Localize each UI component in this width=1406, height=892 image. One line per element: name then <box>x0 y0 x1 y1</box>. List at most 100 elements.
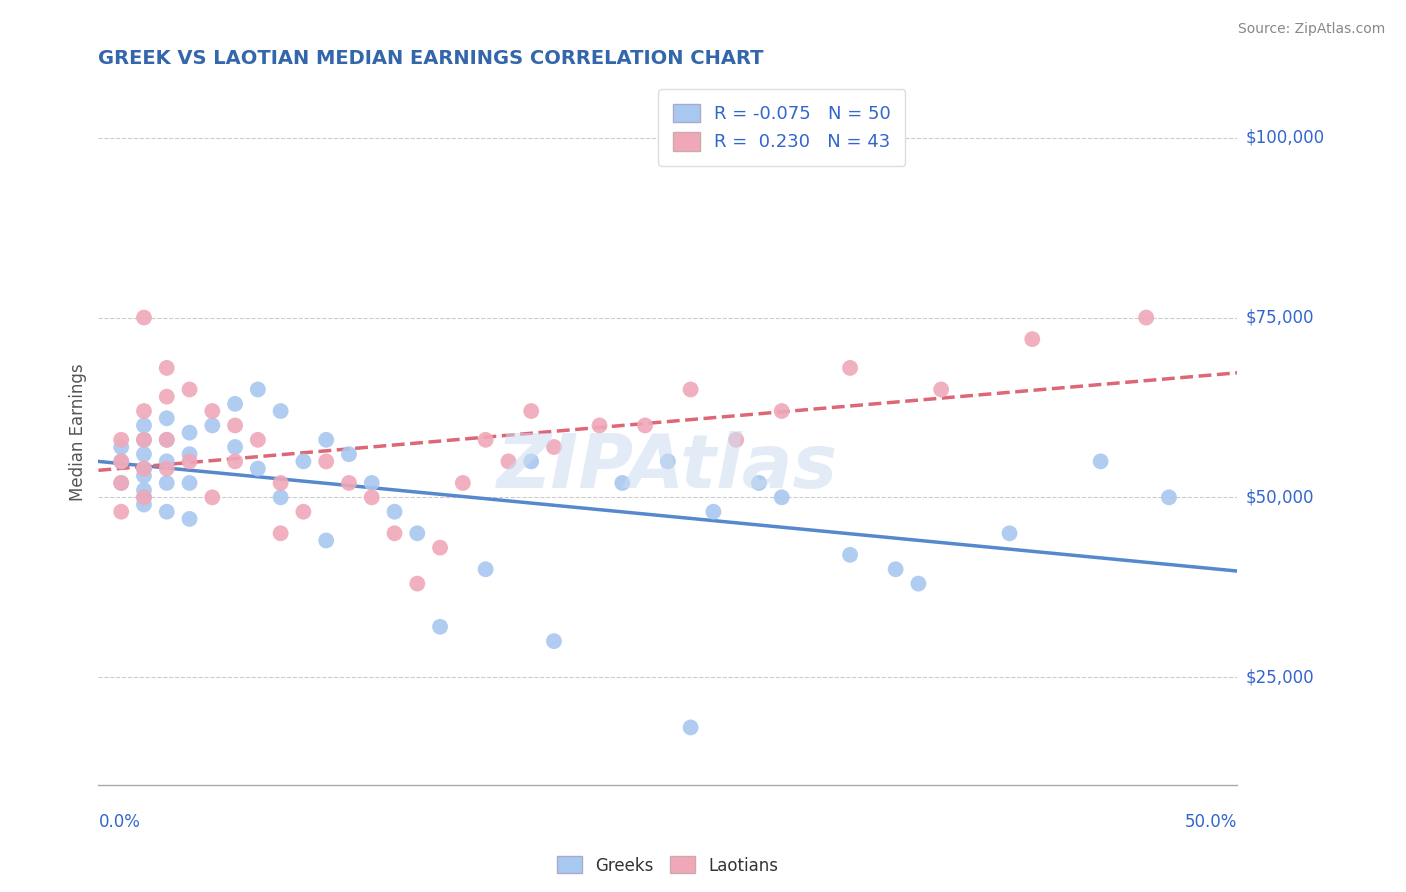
Point <box>132 483 155 497</box>
Text: ZIPAtlas: ZIPAtlas <box>498 432 838 504</box>
Point <box>292 505 315 519</box>
Point <box>384 526 406 541</box>
Point <box>201 404 224 418</box>
Point <box>132 461 155 475</box>
Point <box>543 440 565 454</box>
Point <box>224 440 246 454</box>
Point <box>246 461 269 475</box>
Point <box>156 433 179 447</box>
Point <box>679 383 702 397</box>
Point <box>337 447 360 461</box>
Point <box>612 475 634 490</box>
Point <box>1090 454 1112 468</box>
Text: $75,000: $75,000 <box>1246 309 1315 326</box>
Point <box>429 620 451 634</box>
Point <box>498 454 520 468</box>
Point <box>588 418 610 433</box>
Point <box>179 454 201 468</box>
Point <box>132 491 155 505</box>
Point <box>360 491 382 505</box>
Point <box>179 425 201 440</box>
Point <box>474 433 496 447</box>
Point <box>884 562 907 576</box>
Point <box>451 475 474 490</box>
Point <box>520 454 543 468</box>
Point <box>132 468 155 483</box>
Text: $25,000: $25,000 <box>1246 668 1315 686</box>
Point <box>110 433 132 447</box>
Point <box>156 505 179 519</box>
Point <box>337 475 360 490</box>
Point <box>156 475 179 490</box>
Point <box>270 475 292 490</box>
Point <box>201 491 224 505</box>
Point <box>406 576 429 591</box>
Point <box>270 404 292 418</box>
Point <box>839 360 862 375</box>
Point <box>474 562 496 576</box>
Point <box>132 447 155 461</box>
Point <box>679 721 702 735</box>
Point <box>132 461 155 475</box>
Point <box>179 475 201 490</box>
Point <box>224 397 246 411</box>
Point <box>110 440 132 454</box>
Point <box>156 390 179 404</box>
Point <box>132 418 155 433</box>
Point <box>156 461 179 475</box>
Point <box>132 310 155 325</box>
Point <box>929 383 952 397</box>
Point <box>110 454 132 468</box>
Point <box>156 411 179 425</box>
Point <box>179 512 201 526</box>
Point <box>246 383 269 397</box>
Y-axis label: Median Earnings: Median Earnings <box>69 364 87 501</box>
Point <box>725 433 748 447</box>
Point <box>270 526 292 541</box>
Text: 0.0%: 0.0% <box>98 814 141 831</box>
Point <box>156 433 179 447</box>
Point <box>315 533 337 548</box>
Point <box>246 433 269 447</box>
Point <box>201 418 224 433</box>
Point <box>702 505 724 519</box>
Point <box>270 491 292 505</box>
Point <box>132 491 155 505</box>
Point <box>315 433 337 447</box>
Point <box>110 475 132 490</box>
Point <box>224 454 246 468</box>
Point <box>748 475 770 490</box>
Point <box>1157 491 1180 505</box>
Point <box>770 491 793 505</box>
Point <box>110 454 132 468</box>
Point <box>520 404 543 418</box>
Point <box>543 634 565 648</box>
Text: GREEK VS LAOTIAN MEDIAN EARNINGS CORRELATION CHART: GREEK VS LAOTIAN MEDIAN EARNINGS CORRELA… <box>98 48 763 68</box>
Point <box>132 433 155 447</box>
Point <box>384 505 406 519</box>
Point <box>110 505 132 519</box>
Point <box>429 541 451 555</box>
Legend: Greeks, Laotians: Greeks, Laotians <box>550 850 786 881</box>
Point <box>634 418 657 433</box>
Text: $50,000: $50,000 <box>1246 488 1315 507</box>
Point <box>907 576 929 591</box>
Text: 50.0%: 50.0% <box>1185 814 1237 831</box>
Point <box>839 548 862 562</box>
Point <box>132 433 155 447</box>
Point <box>1021 332 1043 346</box>
Point <box>224 418 246 433</box>
Point <box>179 447 201 461</box>
Text: $100,000: $100,000 <box>1246 128 1324 147</box>
Point <box>770 404 793 418</box>
Point <box>156 360 179 375</box>
Point <box>406 526 429 541</box>
Point <box>110 475 132 490</box>
Point <box>292 454 315 468</box>
Point <box>360 475 382 490</box>
Point <box>998 526 1021 541</box>
Point <box>1135 310 1157 325</box>
Point <box>132 404 155 418</box>
Point <box>657 454 679 468</box>
Point <box>132 498 155 512</box>
